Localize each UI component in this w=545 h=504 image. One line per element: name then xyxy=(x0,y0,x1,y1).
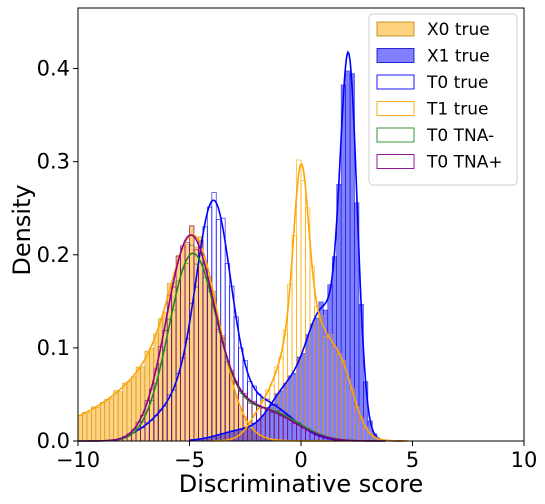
histogram-bar xyxy=(265,407,271,442)
legend-swatch xyxy=(376,48,415,63)
histogram-bar xyxy=(296,356,302,442)
histogram-bar xyxy=(224,363,230,442)
legend-swatch xyxy=(376,154,415,169)
x-tick-label: −10 xyxy=(56,448,100,472)
histogram-bar xyxy=(95,406,101,442)
histogram-bar xyxy=(77,414,83,442)
histogram-bar xyxy=(82,411,88,442)
histogram-bar xyxy=(305,334,311,442)
legend-item-t1-true: T1 true xyxy=(376,100,489,120)
x-tick-label: −5 xyxy=(174,448,205,472)
y-tick-label: 0.1 xyxy=(37,336,70,360)
kde-curve-x1-true xyxy=(189,50,404,442)
x-tick-label: 10 xyxy=(511,448,538,472)
histogram-bar xyxy=(215,323,222,442)
histogram-bar xyxy=(345,70,351,442)
y-tick-label: 0.0 xyxy=(37,429,70,453)
histogram-bar xyxy=(104,399,110,442)
y-tick-label: 0.3 xyxy=(37,150,70,174)
y-axis-title: Density xyxy=(8,184,36,275)
kde-curve-t0-tna xyxy=(78,234,386,442)
legend-label: X1 true xyxy=(427,47,490,67)
series-x0-true-bars xyxy=(77,225,279,442)
histogram-bar xyxy=(86,411,92,442)
histogram-bar xyxy=(291,372,297,442)
legend: X0 true X1 true T0 true T1 true T0 TNA- T0 TN… xyxy=(368,13,518,186)
legend-label: T0 TNA+ xyxy=(426,153,503,173)
histogram-bar xyxy=(327,284,333,442)
histogram-bar xyxy=(108,397,114,442)
histogram-bar xyxy=(314,317,320,442)
kde-curve-t0-true xyxy=(133,199,357,442)
histogram-bar xyxy=(309,323,315,442)
histogram-bar xyxy=(113,390,119,442)
histogram-bar xyxy=(287,375,293,442)
histogram-bar xyxy=(122,382,128,442)
density-curves-layer xyxy=(77,50,409,442)
histogram-bar xyxy=(91,406,97,442)
legend-item-t0-tna: T0 TNA+ xyxy=(376,153,503,173)
histogram-bar xyxy=(256,420,262,442)
legend-item-x0-true: X0 true xyxy=(376,20,490,40)
y-tick-label: 0.2 xyxy=(37,243,70,267)
legend-item-x1-true: X1 true xyxy=(376,47,490,67)
histogram-bar xyxy=(207,276,213,442)
legend-swatch xyxy=(376,74,415,90)
histogram-bar xyxy=(117,391,123,442)
histogram-bar xyxy=(189,225,195,442)
legend-item-t0-tna: T0 TNA- xyxy=(376,126,494,146)
legend-label: T1 true xyxy=(426,100,489,120)
legend-label: T0 TNA- xyxy=(426,126,494,146)
histogram-bar xyxy=(247,426,253,442)
histogram-bar xyxy=(140,366,146,442)
legend-label: T0 true xyxy=(426,73,489,93)
x-tick-label: 5 xyxy=(406,448,419,472)
legend-swatch xyxy=(376,21,415,37)
histogram-bar xyxy=(273,393,279,442)
x-tick-label: 0 xyxy=(294,448,307,472)
histogram-bar xyxy=(202,261,208,442)
x-axis-title: Discriminative score xyxy=(179,470,424,498)
axis-ticks: −10 −5 0 5 10 0.0 0.1 0.2 0.3 0.4 xyxy=(37,57,538,472)
legend-swatch xyxy=(376,127,415,143)
kde-curve-t1-true xyxy=(211,162,409,442)
legend-item-t0-true: T0 true xyxy=(376,73,489,93)
legend-label: X0 true xyxy=(427,20,490,40)
y-tick-label: 0.4 xyxy=(37,57,70,81)
legend-swatch xyxy=(376,101,415,116)
histogram-bar xyxy=(100,401,106,442)
